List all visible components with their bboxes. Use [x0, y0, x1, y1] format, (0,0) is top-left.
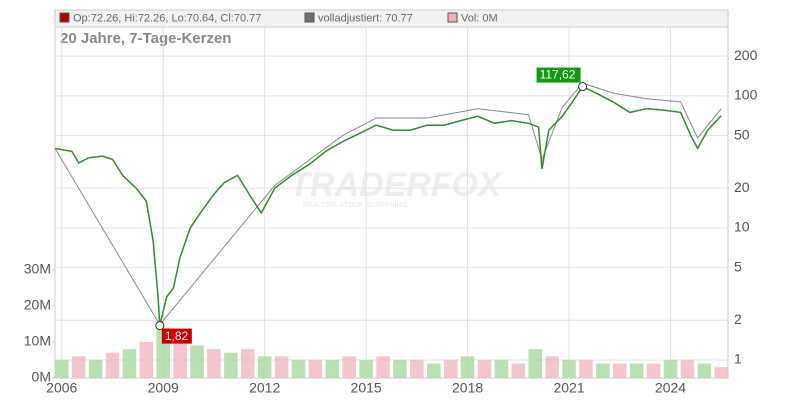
x-tick-label: 2018: [452, 380, 483, 396]
volume-bar: [646, 363, 661, 378]
volume-bar: [596, 363, 610, 378]
volume-bar: [680, 359, 695, 378]
volume-bar: [427, 363, 441, 378]
x-tick-label: 2021: [553, 380, 584, 396]
y2-tick-label: 20M: [24, 297, 51, 313]
volume-bar: [629, 363, 644, 378]
volume-bar: [545, 356, 559, 378]
legend-label: volladjustiert: 70.77: [318, 12, 413, 24]
volume-bar: [511, 363, 526, 378]
y-tick-label: 1: [734, 351, 742, 367]
volume-bar: [393, 359, 407, 378]
y2-tick-label: 0M: [32, 369, 51, 385]
volume-bar: [308, 359, 323, 378]
volume-bar: [55, 359, 69, 378]
annotation-box: [161, 328, 192, 344]
volume-bar: [410, 359, 424, 378]
legend-swatch: [447, 12, 458, 23]
plot-area: [54, 9, 729, 379]
volume-bar: [190, 345, 204, 378]
annotation-marker: [155, 321, 165, 331]
volume-bar: [71, 356, 86, 378]
price-line: [54, 82, 722, 326]
legend-swatch: [304, 12, 315, 23]
volume-bar: [477, 359, 492, 378]
volume-bar: [460, 356, 475, 378]
volume-bar: [528, 349, 542, 378]
x-tick-label: 2024: [655, 380, 686, 396]
y-tick-label: 10: [734, 219, 750, 235]
volume-bar: [443, 359, 458, 378]
subtitle: 20 Jahre, 7-Tage-Kerzen: [60, 30, 231, 47]
y-tick-label: 2: [734, 311, 742, 327]
volume-bar: [257, 356, 272, 378]
volume-bar: [494, 359, 509, 378]
volume-bar: [274, 356, 289, 378]
volume-bar: [342, 356, 356, 378]
x-tick-label: 2009: [148, 380, 179, 396]
annotation-label: 117,62: [540, 68, 576, 82]
volume-bar: [697, 363, 712, 378]
y-tick-label: 200: [734, 47, 758, 63]
volume-bar: [579, 359, 593, 378]
y-tick-label: 100: [734, 87, 758, 103]
watermark-sub: REALTIME STOCK SCREENING: [303, 202, 407, 209]
volume-bar: [714, 367, 728, 378]
x-tick-label: 2012: [249, 380, 280, 396]
annotation-marker: [578, 82, 588, 92]
y-tick-label: 50: [734, 126, 750, 142]
legend-label: Vol: 0M: [461, 12, 498, 24]
volume-bar: [88, 359, 103, 378]
legend-swatch: [59, 12, 70, 23]
x-tick-label: 2015: [351, 380, 382, 396]
y2-tick-label: 30M: [24, 260, 51, 276]
volume-bar: [224, 352, 238, 378]
volume-bar: [562, 359, 576, 378]
volume-bar: [663, 359, 678, 378]
volume-bar: [207, 349, 221, 378]
legend-bar: [54, 9, 729, 28]
annotation-label: 1,82: [165, 329, 189, 343]
y2-tick-label: 10M: [24, 333, 51, 349]
price-line: [54, 85, 722, 326]
volume-bar: [359, 359, 373, 378]
y-tick-label: 5: [734, 258, 742, 274]
volume-bar: [139, 341, 154, 378]
y-tick-label: 20: [734, 179, 750, 195]
volume-bar: [105, 352, 120, 378]
legend-label: Op:72.26, Hi:72.26, Lo:70.64, Cl:70.77: [73, 12, 261, 24]
watermark: TRADERFOX: [289, 166, 503, 204]
annotation-box: [536, 67, 581, 83]
volume-bar: [376, 356, 390, 378]
x-tick-label: 2006: [46, 380, 77, 396]
volume-bar: [291, 359, 306, 378]
volume-bar: [325, 359, 340, 378]
volume-bar: [173, 334, 187, 378]
volume-bar: [613, 363, 627, 378]
volume-bar: [241, 349, 255, 378]
volume-bar: [122, 349, 137, 378]
